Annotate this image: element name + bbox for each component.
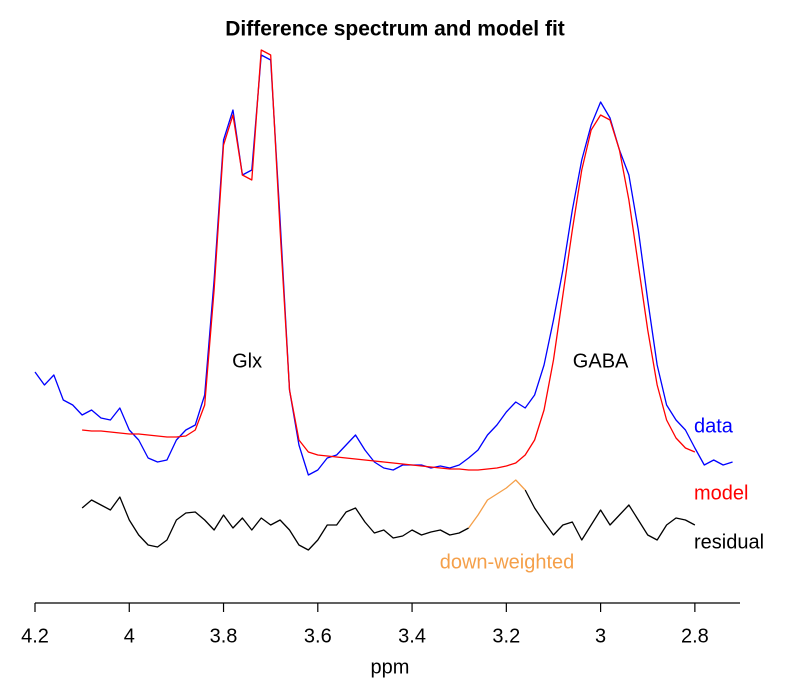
legend-label: data [694,415,734,437]
chart-title: Difference spectrum and model fit [225,18,565,41]
series-line [34,54,733,476]
x-tick-label: 3.2 [492,625,520,647]
annotation: Glx [232,350,262,372]
series-line [82,49,696,471]
x-tick-label: 3.8 [210,625,238,647]
legend-label: model [694,482,748,504]
annotation: GABA [573,350,629,372]
x-tick-label: 4 [124,625,135,647]
x-tick-label: 4.2 [21,625,49,647]
series-line [81,489,696,551]
legend-label: residual [694,531,764,553]
x-tick-label: 3 [595,625,606,647]
x-tick-label: 3.4 [398,625,426,647]
x-tick-label: 2.8 [681,625,709,647]
legend-label: down-weighted [440,551,575,573]
series-line [468,479,526,529]
x-axis-label: ppm [371,656,410,678]
x-tick-label: 3.6 [304,625,332,647]
